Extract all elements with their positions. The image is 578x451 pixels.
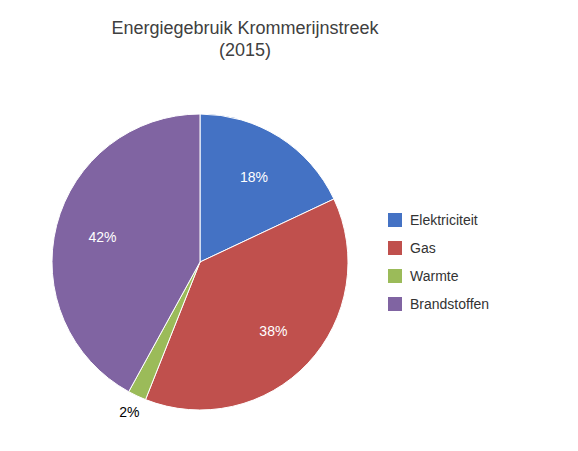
legend-swatch [388,269,402,283]
legend-item: Gas [388,240,436,256]
legend-label: Brandstoffen [410,296,489,312]
data-labels: 18% 38% 2% 42% [89,169,288,420]
chart: Energiegebruik Krommerijnstreek(2015) 18%… [0,0,578,451]
title-line: Energiegebruik Krommerijnstreek [111,18,379,38]
legend-item: Brandstoffen [388,296,489,312]
data-label: 38% [259,323,287,339]
legend: Elektriciteit Gas Warmte Brandstoffen [388,212,489,312]
data-label: 42% [89,229,117,245]
legend-item: Warmte [388,268,459,284]
data-label: 2% [119,404,139,420]
legend-swatch [388,213,402,227]
title: Energiegebruik Krommerijnstreek(2015) [111,18,379,60]
legend-swatch [388,241,402,255]
legend-swatch [388,297,402,311]
title-line: (2015) [219,40,271,60]
data-label: 18% [240,169,268,185]
slice [52,114,200,392]
legend-item: Elektriciteit [388,212,478,228]
legend-label: Gas [410,240,436,256]
pie [52,114,348,410]
legend-label: Warmte [410,268,459,284]
legend-label: Elektriciteit [410,212,478,228]
